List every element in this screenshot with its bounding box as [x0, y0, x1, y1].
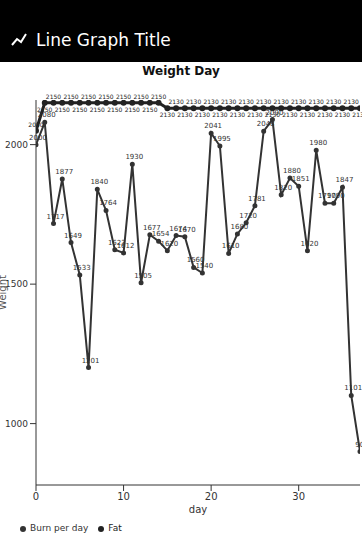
- svg-text:2150: 2150: [90, 106, 105, 113]
- svg-text:30: 30: [292, 491, 305, 502]
- svg-text:1880: 1880: [283, 167, 301, 175]
- svg-text:1677: 1677: [142, 223, 161, 232]
- svg-text:1840: 1840: [90, 178, 108, 186]
- svg-text:1790: 1790: [327, 192, 345, 200]
- svg-text:2130: 2130: [274, 98, 289, 105]
- svg-text:2050: 2050: [28, 121, 43, 128]
- svg-text:1620: 1620: [301, 240, 319, 248]
- svg-text:2150: 2150: [81, 93, 96, 100]
- svg-text:1847: 1847: [336, 176, 354, 184]
- svg-text:0: 0: [33, 491, 39, 502]
- svg-text:1201: 1201: [82, 357, 100, 365]
- svg-text:1980: 1980: [309, 139, 327, 147]
- svg-text:1764: 1764: [99, 199, 117, 207]
- svg-text:1101: 1101: [344, 384, 354, 392]
- svg-text:2000: 2000: [8, 140, 28, 150]
- svg-text:2130: 2130: [212, 111, 227, 118]
- svg-text:2130: 2130: [195, 111, 210, 118]
- svg-text:2080: 2080: [38, 111, 56, 119]
- svg-text:2130: 2130: [352, 111, 354, 118]
- svg-text:2150: 2150: [151, 93, 166, 100]
- svg-text:1670: 1670: [178, 226, 196, 234]
- svg-text:2150: 2150: [142, 106, 157, 113]
- svg-text:2130: 2130: [177, 111, 192, 118]
- svg-text:2150: 2150: [125, 106, 140, 113]
- svg-text:1680: 1680: [230, 223, 248, 231]
- svg-text:1620: 1620: [160, 240, 178, 248]
- svg-text:2130: 2130: [291, 98, 306, 105]
- html-text:Fat: Fat: [108, 523, 122, 533]
- svg-text:2130: 2130: [247, 111, 262, 118]
- svg-text:2130: 2130: [317, 111, 332, 118]
- svg-text:2130: 2130: [221, 98, 236, 105]
- svg-text:2130: 2130: [300, 111, 315, 118]
- svg-text:2150: 2150: [72, 106, 87, 113]
- svg-text:2130: 2130: [239, 98, 254, 105]
- svg-text:1612: 1612: [117, 242, 135, 250]
- svg-text:2090: 2090: [266, 109, 284, 117]
- svg-text:2150: 2150: [37, 105, 53, 113]
- svg-text:2041: 2041: [204, 122, 222, 130]
- svg-text:1820: 1820: [274, 184, 292, 192]
- svg-text:1851: 1851: [292, 175, 310, 183]
- svg-text:1610: 1610: [222, 242, 240, 250]
- svg-text:1000: 1000: [8, 419, 28, 429]
- html-text:Burn per day: Burn per day: [30, 523, 89, 533]
- svg-text:10: 10: [117, 491, 130, 502]
- svg-text:2130: 2130: [230, 111, 245, 118]
- svg-text:1654: 1654: [152, 230, 170, 238]
- svg-text:1500: 1500: [8, 279, 28, 289]
- svg-text:2130: 2130: [282, 111, 297, 118]
- svg-text:2130: 2130: [203, 98, 218, 105]
- svg-text:2150: 2150: [98, 93, 113, 100]
- svg-text:2130: 2130: [309, 98, 324, 105]
- svg-text:1505: 1505: [134, 272, 152, 280]
- svg-text:1649: 1649: [64, 232, 82, 240]
- html-text:Weight Day: Weight Day: [142, 64, 220, 78]
- svg-text:1930: 1930: [125, 153, 143, 161]
- svg-text:1560: 1560: [186, 256, 205, 265]
- svg-text:day: day: [189, 504, 207, 515]
- svg-text:2150: 2150: [46, 93, 61, 100]
- svg-text:2130: 2130: [160, 111, 175, 118]
- svg-text:1533: 1533: [73, 264, 91, 272]
- svg-text:2150: 2150: [133, 93, 148, 100]
- svg-text:1717: 1717: [47, 213, 65, 221]
- svg-text:2130: 2130: [344, 98, 354, 105]
- svg-text:1877: 1877: [55, 168, 73, 176]
- svg-text:20: 20: [205, 491, 218, 502]
- svg-text:2130: 2130: [256, 98, 271, 105]
- svg-text:2130: 2130: [335, 111, 350, 118]
- svg-text:2150: 2150: [116, 93, 131, 100]
- svg-text:1781: 1781: [248, 195, 266, 203]
- html-text:Line Graph Title: Line Graph Title: [36, 30, 171, 50]
- svg-text:1995: 1995: [213, 135, 231, 143]
- svg-text:2000: 2000: [29, 134, 47, 142]
- svg-text:2048: 2048: [257, 120, 275, 128]
- svg-text:2130: 2130: [326, 98, 341, 105]
- svg-text:2130: 2130: [186, 98, 201, 105]
- svg-text:2150: 2150: [63, 93, 78, 100]
- svg-text:2130: 2130: [168, 98, 183, 105]
- svg-text:2150: 2150: [107, 106, 122, 113]
- svg-text:1540: 1540: [195, 262, 213, 270]
- svg-text:1720: 1720: [239, 212, 257, 220]
- svg-text:2150: 2150: [55, 106, 70, 113]
